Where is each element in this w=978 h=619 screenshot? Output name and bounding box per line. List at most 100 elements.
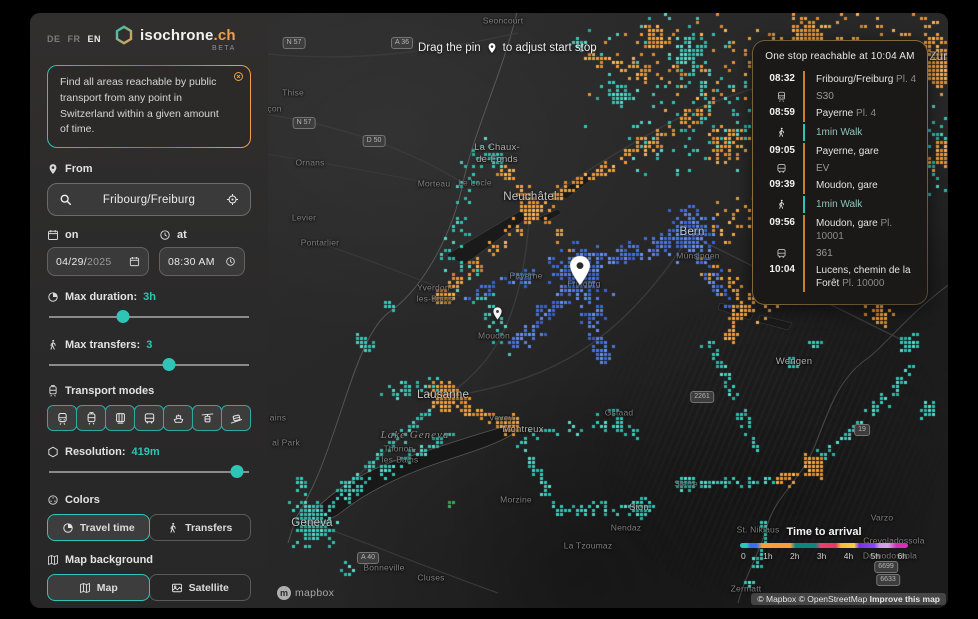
hint-text-pre: Drag the pin (418, 42, 481, 54)
metro-icon (114, 412, 127, 425)
trip-stop-row: 09:05 Payerne, gare (763, 143, 917, 160)
pin-icon (47, 163, 59, 175)
colors-option-transfers[interactable]: Transfers (148, 514, 251, 541)
background-option-satellite[interactable]: Satellite (148, 574, 251, 601)
mode-gondola-button[interactable] (192, 405, 222, 431)
start-stop-pin[interactable] (567, 255, 593, 286)
mode-funicular-button[interactable] (221, 405, 251, 431)
trip-vehicle-row: 361 (763, 245, 917, 262)
resolution-value: 419m (131, 446, 160, 458)
language-option-fr[interactable]: FR (67, 33, 81, 44)
itinerary-panel: One stop reachable at 10:04 AM 08:32 Frib… (752, 40, 928, 305)
gauge-icon (62, 522, 74, 534)
mode-ferry-button[interactable] (163, 405, 193, 431)
map-background-toggle: Map Satellite (47, 574, 251, 601)
max-transfers-slider[interactable] (49, 358, 249, 372)
map-attribution: © Mapbox © OpenStreetMap Improve this ma… (751, 593, 946, 605)
colors-toggle: Travel time Transfers (47, 514, 251, 541)
train-icon (56, 412, 69, 425)
locate-icon[interactable] (226, 193, 239, 206)
mapbox-logo-icon: m (277, 586, 291, 600)
map[interactable]: SeoncourtThiseBesançonOrnansLevierPontar… (268, 13, 948, 608)
map-icon (79, 582, 91, 594)
search-icon (59, 193, 72, 206)
tram-icon (47, 385, 59, 397)
slider-thumb[interactable] (116, 310, 130, 323)
map-background-label-row: Map background (47, 554, 251, 566)
mode-bus-button[interactable] (134, 405, 164, 431)
colors-label: Colors (65, 494, 100, 506)
walk-icon (167, 522, 179, 534)
trip-stop-row: 09:56 Moudon, gare Pl. 10001 (763, 215, 917, 245)
map-icon (47, 554, 59, 566)
clock-icon (159, 229, 171, 241)
max-transfers-label-row: Max transfers: 3 (47, 339, 251, 351)
palette-icon (47, 494, 59, 506)
max-transfers-value: 3 (146, 339, 153, 351)
brand: isochrone.ch BETA (114, 25, 236, 52)
trip-walk-row: 1min Walk (763, 124, 917, 141)
on-label-row: on (47, 229, 149, 241)
from-value: Fribourg/Freiburg (102, 193, 196, 206)
train-icon (763, 88, 799, 105)
satellite-icon (171, 582, 183, 594)
intro-text: Find all areas reachable by public trans… (60, 76, 219, 136)
walk-icon (47, 339, 59, 351)
trip-stop-row: 08:32 Fribourg/Freiburg Pl. 4 (763, 71, 917, 88)
slider-thumb[interactable] (230, 465, 244, 478)
slider-thumb[interactable] (162, 358, 176, 371)
from-label: From (65, 163, 93, 175)
pin-icon (486, 42, 498, 54)
hint-text-post: to adjust start stop (502, 42, 597, 54)
attribution-text: © Mapbox © OpenStreetMap (757, 594, 868, 604)
time-input[interactable]: 08:30 AM (159, 247, 245, 276)
drag-pin-hint: Drag the pin to adjust start stop (418, 42, 597, 54)
max-duration-label: Max duration: (65, 291, 138, 303)
ferry-icon (172, 412, 185, 425)
mode-train-button[interactable] (47, 405, 77, 431)
max-duration-value: 3h (143, 291, 156, 303)
max-duration-label-row: Max duration: 3h (47, 291, 251, 303)
brand-name: isochrone.ch (140, 26, 236, 44)
bus-icon (763, 245, 799, 262)
language-option-de[interactable]: DE (47, 33, 61, 44)
itinerary-rows: 08:32 Fribourg/Freiburg Pl. 4 S30 08:59 Paye… (763, 71, 917, 292)
mode-tram-button[interactable] (76, 405, 106, 431)
mode-metro-button[interactable] (105, 405, 135, 431)
mapbox-wordmark: mapbox (295, 587, 335, 599)
clock-icon[interactable] (225, 256, 236, 267)
trip-stop-row: 08:59 Payerne Pl. 4 (763, 105, 917, 122)
date-input[interactable]: 04/29/2025 (47, 247, 149, 276)
calendar-icon[interactable] (129, 256, 140, 267)
background-option-map[interactable]: Map (47, 574, 150, 601)
walk-icon (763, 124, 799, 141)
language-switcher[interactable]: DE FR EN (47, 34, 101, 44)
language-option-en[interactable]: EN (87, 33, 102, 44)
trip-walk-row: 1min Walk (763, 196, 917, 213)
resolution-label: Resolution: (65, 446, 126, 458)
trip-stop-row: 09:39 Moudon, gare (763, 177, 917, 194)
from-search-input[interactable]: Fribourg/Freiburg (47, 183, 251, 216)
brand-hexagon-icon (115, 25, 133, 45)
map-background-label: Map background (65, 554, 154, 566)
transport-modes-label: Transport modes (65, 385, 155, 397)
colors-option-travel-time[interactable]: Travel time (47, 514, 150, 541)
app-window: DE FR EN isochrone.ch BETA Find all areas … (30, 13, 948, 608)
calendar-icon (47, 229, 59, 241)
walk-icon (763, 196, 799, 213)
sidebar: DE FR EN isochrone.ch BETA Find all areas … (30, 13, 268, 608)
gauge-icon (47, 291, 59, 303)
improve-map-link[interactable]: Improve this map (869, 594, 940, 604)
max-transfers-label: Max transfers: (65, 339, 141, 351)
gondola-icon (201, 412, 214, 425)
max-duration-slider[interactable] (49, 310, 249, 324)
bus-icon (143, 412, 156, 425)
close-icon[interactable] (233, 71, 244, 82)
trip-vehicle-row: S30 (763, 88, 917, 105)
trip-stop-row: 10:04 Lucens, chemin de la Forêt Pl. 1000… (763, 262, 917, 292)
mapbox-logo[interactable]: m mapbox (277, 586, 334, 600)
resolution-slider[interactable] (49, 465, 249, 479)
itinerary-title: One stop reachable at 10:04 AM (765, 51, 915, 62)
secondary-pin[interactable] (492, 307, 503, 320)
resolution-label-row: Resolution: 419m (47, 446, 251, 458)
